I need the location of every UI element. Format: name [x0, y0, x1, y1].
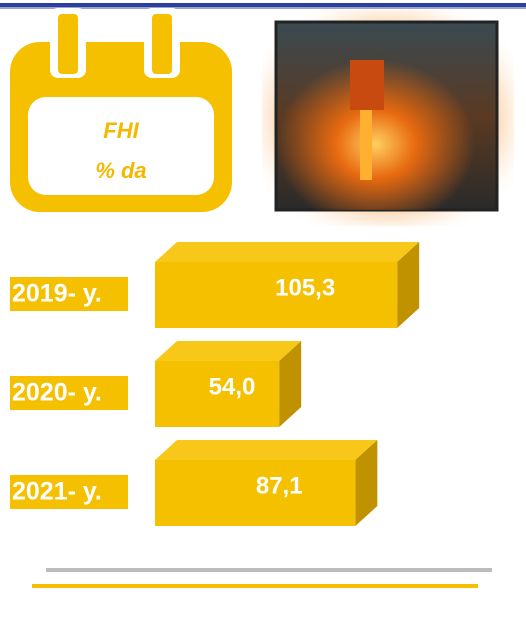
category-label: 2020- y.: [12, 379, 102, 407]
top-rule-shadow: [0, 7, 526, 9]
subtitle: % da: [95, 158, 146, 183]
bar-top: [155, 242, 420, 262]
divider-yellow: [32, 584, 478, 588]
bar-top: [155, 341, 302, 361]
bar-side: [355, 440, 378, 526]
photo: [262, 10, 514, 226]
bar-top: [155, 440, 378, 460]
value-label: 105,3: [275, 274, 335, 301]
title: FHI: [103, 118, 139, 143]
category-label: 2019- y.: [12, 280, 102, 308]
value-label: 54,0: [209, 373, 256, 400]
category-label: 2021- y.: [12, 478, 102, 506]
bar: [155, 262, 398, 328]
calendar-icon: [10, 8, 232, 212]
bar: [155, 361, 280, 427]
divider-gray: [46, 568, 492, 572]
category-label-bg: [10, 376, 128, 410]
bar-side: [397, 242, 420, 328]
top-rule: [0, 3, 526, 7]
value-label: 87,1: [256, 472, 303, 499]
category-label-bg: [10, 475, 128, 509]
bar: [155, 460, 356, 526]
category-label-bg: [10, 277, 128, 311]
bar-side: [279, 341, 302, 427]
